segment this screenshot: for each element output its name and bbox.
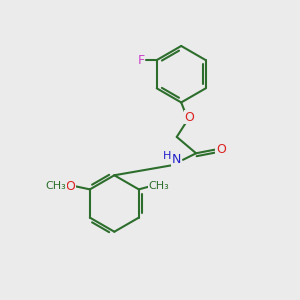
Text: CH₃: CH₃ [148, 182, 169, 191]
Text: O: O [65, 180, 75, 193]
Text: N: N [172, 153, 182, 166]
Text: H: H [163, 151, 171, 161]
Text: O: O [184, 111, 194, 124]
Text: methoxy: methoxy [52, 185, 58, 186]
Text: F: F [137, 54, 145, 67]
Text: O: O [216, 143, 226, 156]
Text: CH₃: CH₃ [46, 182, 66, 191]
